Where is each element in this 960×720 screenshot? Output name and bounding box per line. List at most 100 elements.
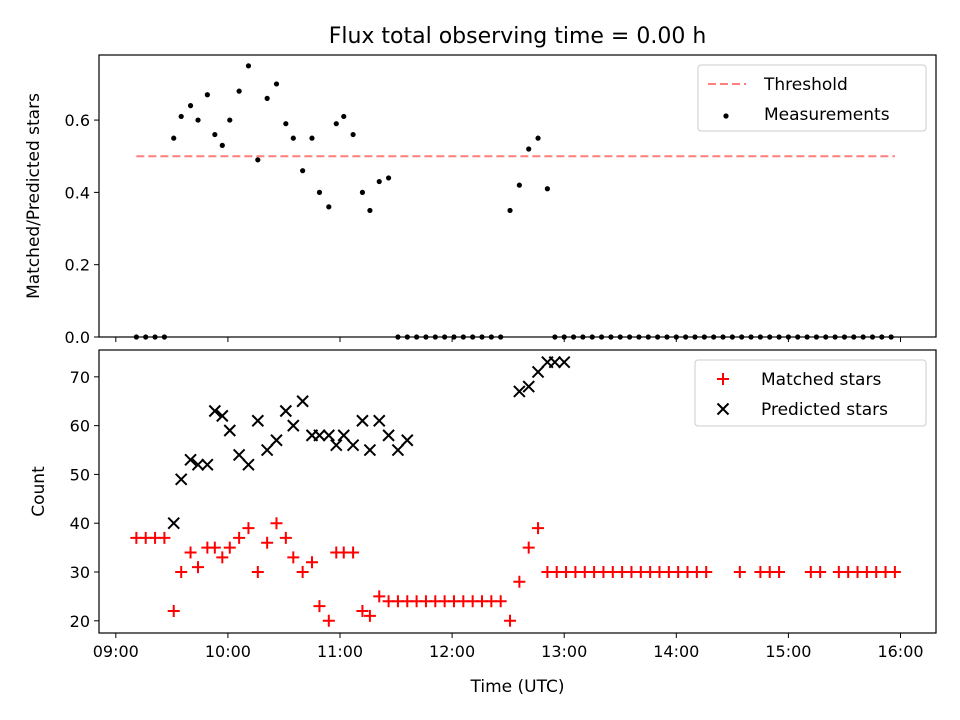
measurement-point: [326, 204, 332, 210]
legend-label: Matched stars: [761, 370, 881, 390]
x-axis-label: Time (UTC): [470, 677, 565, 697]
legend-matched-swatch: [717, 373, 729, 385]
predicted-star-point: [223, 424, 236, 437]
x-tick-label: 16:00: [877, 642, 923, 661]
x-tick-label: 15:00: [765, 642, 811, 661]
matched-star-point: [242, 522, 255, 535]
measurement-point: [333, 121, 339, 127]
y-tick-label: 50: [70, 465, 90, 484]
x-tick-label: 09:00: [93, 642, 139, 661]
measurement-point: [376, 178, 382, 185]
predicted-star-point: [251, 414, 265, 427]
matched-star-point: [208, 541, 221, 554]
measurement-point: [309, 135, 315, 141]
predicted-star-point: [216, 409, 229, 423]
x-tick-label: 12:00: [429, 642, 475, 661]
predicted-star-point: [322, 429, 336, 442]
x-tick-label: 10:00: [205, 642, 251, 661]
predicted-star-point: [208, 404, 222, 418]
panel-1: 0.0 0.2 0.4 0.6 Matched/Predicted stars Thres…: [24, 54, 937, 347]
legend-label: Predicted stars: [761, 400, 888, 420]
legend: Matched stars Predicted stars: [694, 359, 927, 427]
series-predicted-stars: [167, 355, 571, 530]
measurement-point: [544, 186, 550, 192]
measurement-point: [219, 142, 225, 148]
predicted-star-point: [346, 438, 360, 452]
y-tick-label: 30: [70, 563, 90, 582]
legend-label: Measurements: [764, 105, 890, 125]
legend-box: [694, 359, 927, 427]
predicted-star-point: [337, 429, 350, 442]
measurement-point: [507, 207, 513, 214]
measurement-point: [236, 88, 242, 94]
legend-label: Threshold: [763, 75, 848, 95]
y-axis-label: Count: [29, 466, 49, 517]
matched-star-point: [223, 541, 236, 554]
matched-star-point: [356, 605, 369, 618]
measurement-point: [350, 131, 356, 138]
measurement-point: [385, 175, 392, 181]
matched-star-point: [322, 614, 335, 627]
panel-2: 20 30 40 50 60 70 09:00 10:00 11:00 12:00 13:00 14:…: [29, 349, 937, 661]
predicted-star-point: [330, 438, 343, 452]
predicted-star-point: [191, 458, 205, 471]
measurement-point: [227, 117, 233, 123]
predicted-star-point: [382, 429, 395, 442]
predicted-star-point: [260, 443, 274, 457]
y-tick-label: 70: [70, 368, 90, 387]
matched-star-point: [216, 551, 229, 564]
x-tick-label: 13:00: [541, 642, 587, 661]
predicted-star-point: [391, 443, 405, 457]
matched-star-point: [373, 590, 386, 603]
matched-star-point: [251, 566, 264, 579]
x-tick-label: 14:00: [653, 642, 699, 661]
matched-star-point: [167, 605, 180, 618]
matched-star-point: [313, 600, 326, 613]
matched-star-point: [347, 546, 360, 559]
predicted-star-point: [232, 448, 246, 462]
predicted-star-point: [531, 365, 545, 379]
predicted-star-point: [174, 473, 188, 486]
plot-layer: 0.0 0.2 0.4 0.6 Matched/Predicted stars Thres…: [24, 54, 937, 661]
predicted-star-point: [373, 414, 386, 427]
predicted-star-point: [558, 355, 571, 369]
predicted-star-point: [201, 458, 214, 471]
chart-title: Flux total observing time = 0.00 h: [329, 24, 707, 49]
matched-star-point: [158, 531, 171, 544]
predicted-star-point: [296, 395, 309, 408]
matched-star-point: [279, 531, 292, 544]
matched-star-point: [888, 566, 901, 579]
matched-star-point: [733, 566, 746, 579]
matched-star-point: [773, 566, 786, 579]
measurement-point: [290, 135, 296, 141]
legend: Threshold Measurements: [697, 64, 927, 132]
predicted-star-point: [513, 385, 526, 398]
matched-star-point: [184, 546, 197, 559]
predicted-star-point: [279, 404, 293, 418]
y-tick-label: 0.0: [65, 328, 90, 347]
measurement-point: [316, 189, 323, 195]
matched-star-point: [287, 551, 300, 564]
legend-box: [697, 64, 927, 132]
measurement-point: [273, 81, 280, 87]
x-tick-label: 11:00: [317, 642, 363, 661]
predicted-star-point: [363, 443, 377, 457]
matched-star-point: [233, 531, 246, 544]
predicted-star-point: [401, 434, 414, 447]
predicted-star-point: [270, 434, 283, 447]
matched-star-point: [175, 566, 188, 579]
y-tick-label: 20: [70, 612, 90, 631]
measurement-point: [283, 121, 289, 127]
measurement-point: [255, 157, 261, 163]
matched-star-point: [296, 566, 309, 579]
y-tick-label: 0.4: [65, 183, 90, 202]
legend-measurement-swatch: [723, 113, 729, 119]
measurement-point: [204, 92, 210, 98]
measurement-point: [359, 189, 366, 195]
predicted-star-point: [167, 517, 180, 530]
matched-star-point: [363, 609, 376, 622]
measurement-point: [171, 135, 177, 141]
matched-star-point: [305, 556, 318, 569]
measurement-point: [535, 135, 541, 141]
